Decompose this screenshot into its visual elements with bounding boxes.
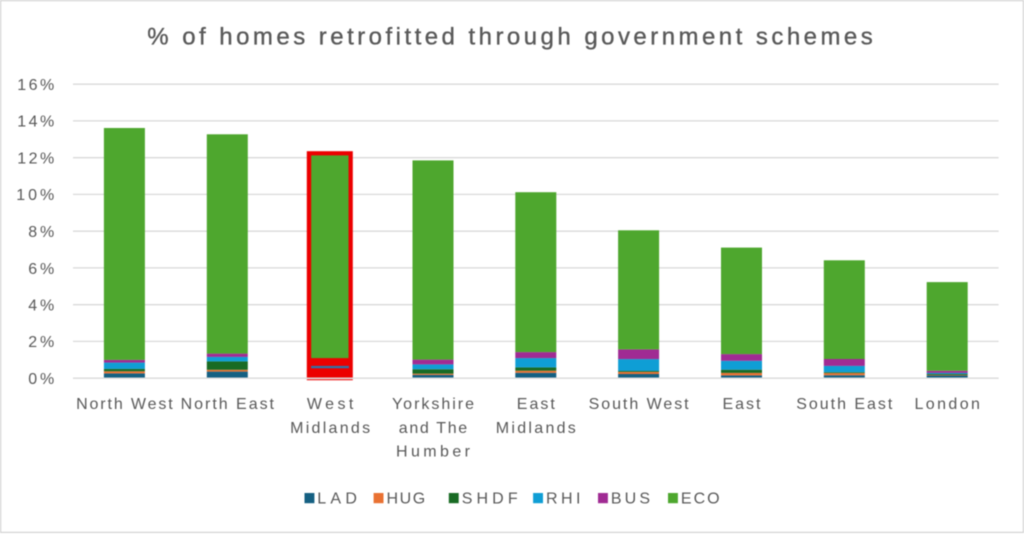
svg-text:0%: 0% [28,371,54,388]
svg-text:2%: 2% [28,334,54,351]
svg-text:East: East [723,396,762,413]
svg-text:Midlands: Midlands [496,420,576,437]
svg-text:and The: and The [399,420,467,437]
svg-text:10%: 10% [16,187,54,204]
svg-text:Humber: Humber [396,444,471,461]
svg-text:RHI: RHI [546,491,580,508]
svg-text:North West: North West [76,396,173,413]
svg-text:East: East [517,396,556,413]
svg-text:6%: 6% [28,261,54,278]
svg-text:4%: 4% [28,298,54,315]
svg-text:Yorkshire: Yorkshire [392,396,474,413]
svg-text:ECO: ECO [681,491,720,508]
svg-text:North East: North East [181,396,275,413]
svg-text:% of homes retrofitted through: % of homes retrofitted through governmen… [147,24,873,51]
svg-text:12%: 12% [17,151,54,168]
svg-text:8%: 8% [28,224,54,241]
svg-text:BUS: BUS [611,491,650,508]
svg-text:South East: South East [796,396,893,413]
svg-text:LAD: LAD [317,491,357,508]
svg-text:14%: 14% [17,114,54,131]
svg-text:HUG: HUG [387,491,426,508]
svg-text:Midlands: Midlands [290,420,370,437]
svg-text:West: West [307,396,354,413]
svg-text:16%: 16% [17,77,54,94]
